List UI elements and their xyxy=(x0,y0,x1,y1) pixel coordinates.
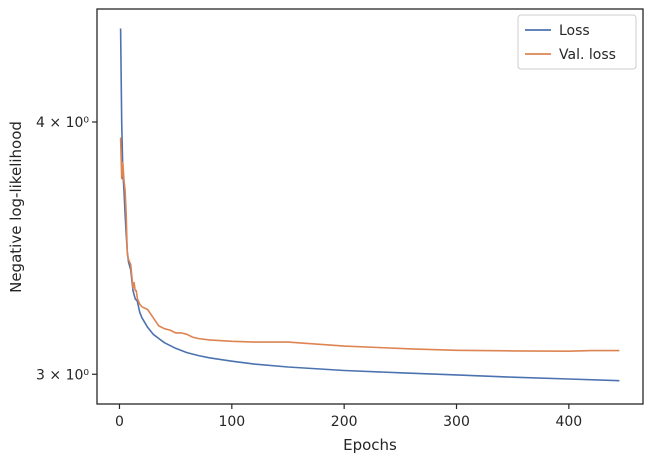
legend-label: Val. loss xyxy=(559,47,616,63)
series-line-2 xyxy=(119,137,620,352)
y-tick-label: 4 × 10⁰ xyxy=(36,115,89,131)
x-axis: 0 100 200 300 400 xyxy=(115,404,582,430)
x-tick-label: 0 xyxy=(115,414,124,430)
legend: Loss Val. loss xyxy=(517,14,637,70)
legend-label: Loss xyxy=(559,23,590,39)
plot-area xyxy=(97,9,643,404)
y-axis-label: Negative log-likelihood xyxy=(7,121,25,293)
x-tick-label: 200 xyxy=(331,414,358,430)
series-layer xyxy=(119,28,620,382)
y-axis: 3 × 10⁰ 4 × 10⁰ xyxy=(36,115,97,383)
x-tick-label: 300 xyxy=(443,414,470,430)
x-tick-label: 400 xyxy=(555,414,582,430)
x-tick-label: 100 xyxy=(218,414,245,430)
x-axis-label: Epochs xyxy=(343,436,397,454)
plot-frame xyxy=(96,8,644,405)
legend-box xyxy=(517,14,637,70)
y-tick-label: 3 × 10⁰ xyxy=(36,367,89,383)
